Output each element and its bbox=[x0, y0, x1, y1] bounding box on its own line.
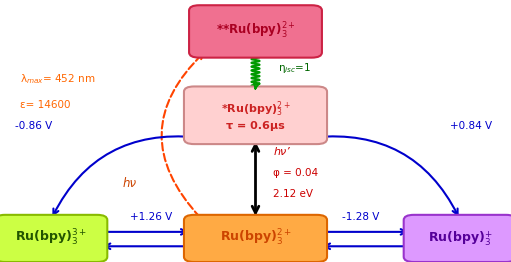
FancyBboxPatch shape bbox=[189, 5, 322, 58]
Text: -0.86 V: -0.86 V bbox=[15, 121, 53, 131]
Text: Ru(bpy)$_3^{2+}$: Ru(bpy)$_3^{2+}$ bbox=[220, 228, 291, 248]
FancyBboxPatch shape bbox=[0, 215, 107, 262]
Text: ε= 14600: ε= 14600 bbox=[20, 100, 71, 110]
Text: -1.28 V: -1.28 V bbox=[341, 212, 379, 222]
Text: λ$_{max}$= 452 nm: λ$_{max}$= 452 nm bbox=[20, 72, 96, 85]
Text: hν: hν bbox=[123, 177, 137, 190]
Text: *Ru(bpy)$_3^{2+}$
τ = 0.6μs: *Ru(bpy)$_3^{2+}$ τ = 0.6μs bbox=[221, 99, 290, 131]
Text: +1.26 V: +1.26 V bbox=[130, 212, 172, 222]
Text: φ = 0.04: φ = 0.04 bbox=[273, 168, 318, 178]
FancyBboxPatch shape bbox=[184, 86, 327, 144]
Text: **Ru(bpy)$_3^{2+}$: **Ru(bpy)$_3^{2+}$ bbox=[216, 21, 295, 41]
Text: Ru(bpy)$_3^{+}$: Ru(bpy)$_3^{+}$ bbox=[428, 229, 492, 248]
FancyBboxPatch shape bbox=[184, 215, 327, 262]
FancyBboxPatch shape bbox=[404, 215, 511, 262]
Text: hν’: hν’ bbox=[273, 147, 290, 157]
Text: +0.84 V: +0.84 V bbox=[450, 121, 492, 131]
Text: η$_{isc}$=1: η$_{isc}$=1 bbox=[278, 61, 312, 75]
Text: 2.12 eV: 2.12 eV bbox=[273, 189, 313, 199]
Text: Ru(bpy)$_3^{3+}$: Ru(bpy)$_3^{3+}$ bbox=[15, 228, 87, 248]
